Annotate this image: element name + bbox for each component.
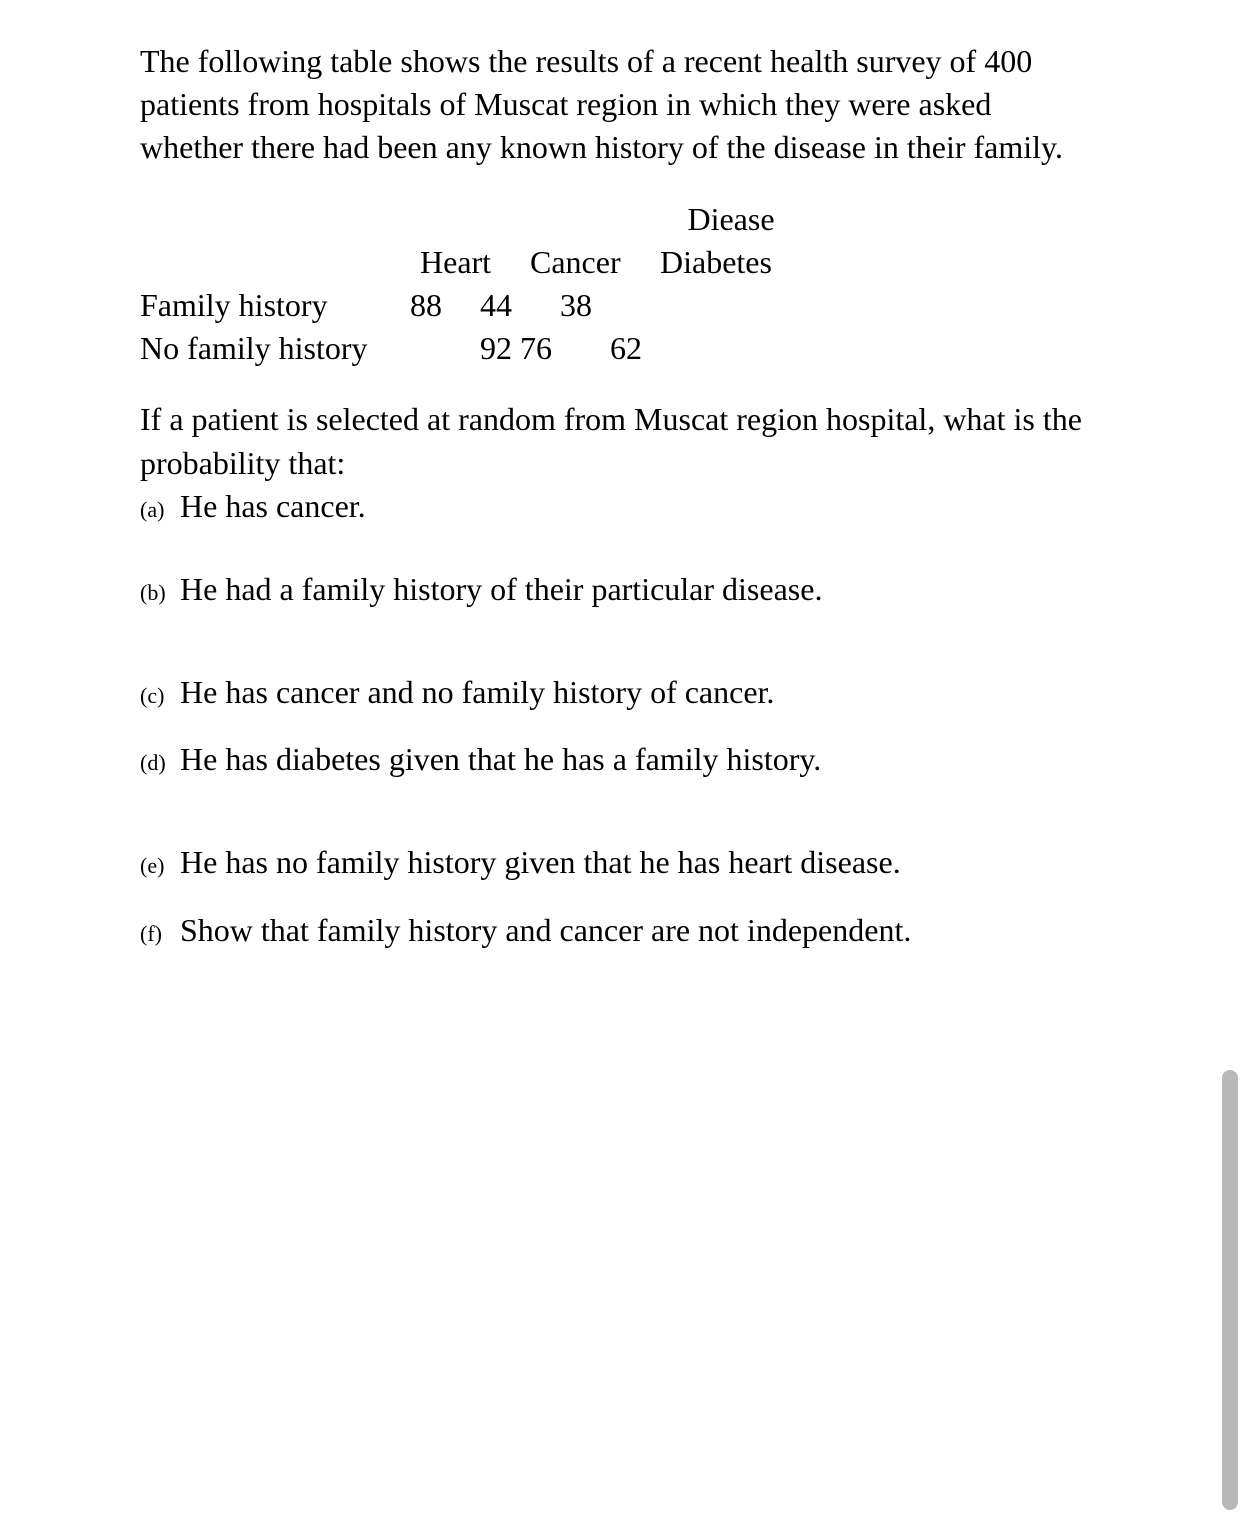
column-header-cancer: Cancer xyxy=(530,241,660,284)
column-header-diabetes: Diabetes xyxy=(660,241,800,284)
cell-value: 88 xyxy=(400,284,480,327)
question-marker: (c) xyxy=(140,671,180,714)
question-text: He has cancer and no family history of c… xyxy=(180,671,1102,714)
question-item: (a) He has cancer. xyxy=(140,485,1102,528)
question-intro: If a patient is selected at random from … xyxy=(140,398,1102,484)
question-text: Show that family history and cancer are … xyxy=(180,909,1102,952)
question-item: (b) He had a family history of their par… xyxy=(140,568,1102,611)
question-item: (e) He has no family history given that … xyxy=(140,841,1102,884)
question-marker: (f) xyxy=(140,909,180,952)
row-label: Family history xyxy=(140,284,400,327)
cell-value: 76 xyxy=(500,327,600,370)
table-row: No family history 92 76 62 xyxy=(140,327,1102,370)
scrollbar-thumb[interactable] xyxy=(1222,1070,1238,1510)
question-marker: (e) xyxy=(140,841,180,884)
question-text: He had a family history of their particu… xyxy=(180,568,1102,611)
intro-paragraph: The following table shows the results of… xyxy=(140,40,1102,170)
cell-value: 92 xyxy=(400,327,500,370)
table-row: Family history 88 44 38 xyxy=(140,284,1102,327)
question-marker: (b) xyxy=(140,568,180,611)
question-text: He has no family history given that he h… xyxy=(180,841,1102,884)
question-marker: (a) xyxy=(140,485,180,528)
table-column-headers: Heart Cancer Diabetes xyxy=(140,241,1102,284)
question-text: He has diabetes given that he has a fami… xyxy=(180,738,1102,781)
table-title: Diease xyxy=(140,198,1102,241)
question-text: He has cancer. xyxy=(180,485,1102,528)
cell-value: 44 xyxy=(480,284,560,327)
cell-value: 38 xyxy=(560,284,640,327)
cell-value: 62 xyxy=(600,327,680,370)
question-item: (f) Show that family history and cancer … xyxy=(140,909,1102,952)
row-label: No family history xyxy=(140,327,400,370)
column-header-heart: Heart xyxy=(420,241,530,284)
question-item: (c) He has cancer and no family history … xyxy=(140,671,1102,714)
question-marker: (d) xyxy=(140,738,180,781)
data-table: Diease Heart Cancer Diabetes Family hist… xyxy=(140,198,1102,371)
question-item: (d) He has diabetes given that he has a … xyxy=(140,738,1102,781)
